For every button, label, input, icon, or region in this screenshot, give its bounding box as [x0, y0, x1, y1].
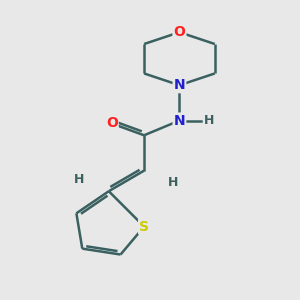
Text: S: S — [139, 220, 149, 234]
Text: N: N — [174, 78, 185, 92]
Text: H: H — [74, 173, 85, 186]
Text: H: H — [204, 114, 214, 127]
Text: H: H — [168, 176, 179, 189]
Text: N: N — [174, 114, 185, 128]
Text: O: O — [173, 25, 185, 39]
Text: O: O — [106, 116, 118, 130]
